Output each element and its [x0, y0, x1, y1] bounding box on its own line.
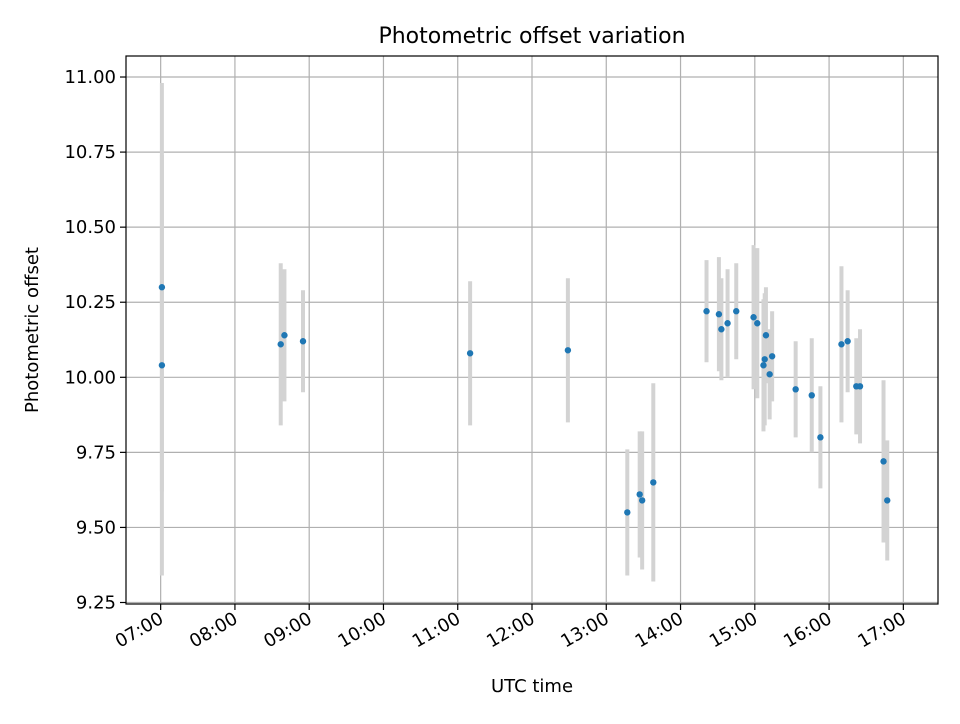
y-tick-label: 10.50 — [64, 217, 116, 238]
data-point — [636, 491, 643, 498]
y-tick-label: 10.00 — [64, 367, 116, 388]
y-tick-label: 11.00 — [64, 67, 116, 88]
y-tick-label: 10.25 — [64, 292, 116, 313]
data-point — [760, 362, 767, 369]
data-point — [158, 284, 166, 291]
y-tick-label: 9.50 — [76, 517, 116, 538]
data-point — [766, 371, 773, 378]
chart-title: Photometric offset variation — [378, 24, 685, 49]
data-point — [158, 362, 166, 369]
data-point — [838, 341, 845, 348]
grid — [126, 56, 938, 604]
data-point — [624, 509, 631, 516]
data-point — [792, 386, 799, 393]
data-point — [768, 353, 776, 360]
x-axis-label: UTC time — [491, 676, 573, 697]
y-axis-label: Photometric offset — [22, 247, 43, 413]
data-point — [718, 326, 725, 333]
data-point — [281, 332, 288, 339]
data-point — [750, 314, 757, 321]
data-point — [703, 308, 710, 315]
data-point — [884, 497, 891, 504]
data-point — [880, 458, 887, 465]
data-point — [650, 479, 657, 486]
data-point — [856, 383, 864, 390]
data-point — [808, 392, 815, 399]
data-point — [724, 320, 731, 327]
data-point — [761, 356, 768, 363]
y-tick-label: 9.75 — [76, 442, 116, 463]
data-point — [844, 338, 851, 345]
data-point — [277, 341, 284, 348]
data-points — [158, 284, 891, 516]
data-point — [733, 308, 740, 315]
data-point — [638, 497, 646, 504]
data-point — [564, 347, 572, 354]
data-point — [299, 338, 307, 345]
data-point — [762, 332, 770, 339]
y-tick-label: 9.25 — [76, 592, 116, 613]
y-tick-label: 10.75 — [64, 142, 116, 163]
data-point — [715, 311, 723, 318]
data-point — [754, 320, 761, 327]
data-point — [466, 350, 474, 357]
data-point — [817, 434, 824, 441]
